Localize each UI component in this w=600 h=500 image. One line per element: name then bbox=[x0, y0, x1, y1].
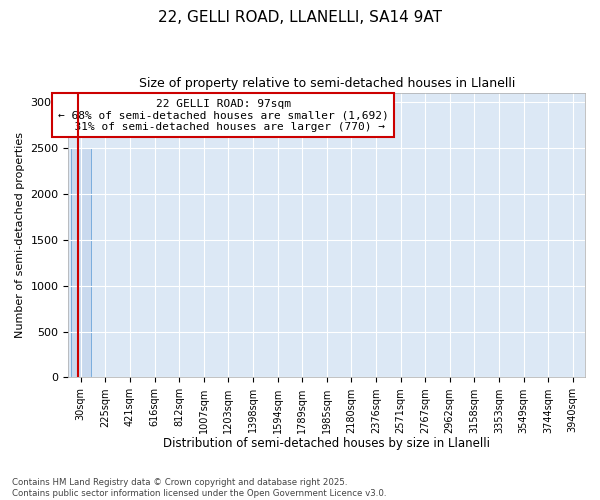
Text: 22, GELLI ROAD, LLANELLI, SA14 9AT: 22, GELLI ROAD, LLANELLI, SA14 9AT bbox=[158, 10, 442, 25]
X-axis label: Distribution of semi-detached houses by size in Llanelli: Distribution of semi-detached houses by … bbox=[163, 437, 490, 450]
Text: 22 GELLI ROAD: 97sqm
← 68% of semi-detached houses are smaller (1,692)
  31% of : 22 GELLI ROAD: 97sqm ← 68% of semi-detac… bbox=[58, 98, 389, 132]
Title: Size of property relative to semi-detached houses in Llanelli: Size of property relative to semi-detach… bbox=[139, 78, 515, 90]
Y-axis label: Number of semi-detached properties: Number of semi-detached properties bbox=[15, 132, 25, 338]
Text: Contains HM Land Registry data © Crown copyright and database right 2025.
Contai: Contains HM Land Registry data © Crown c… bbox=[12, 478, 386, 498]
Bar bbox=[71, 148, 91, 378]
